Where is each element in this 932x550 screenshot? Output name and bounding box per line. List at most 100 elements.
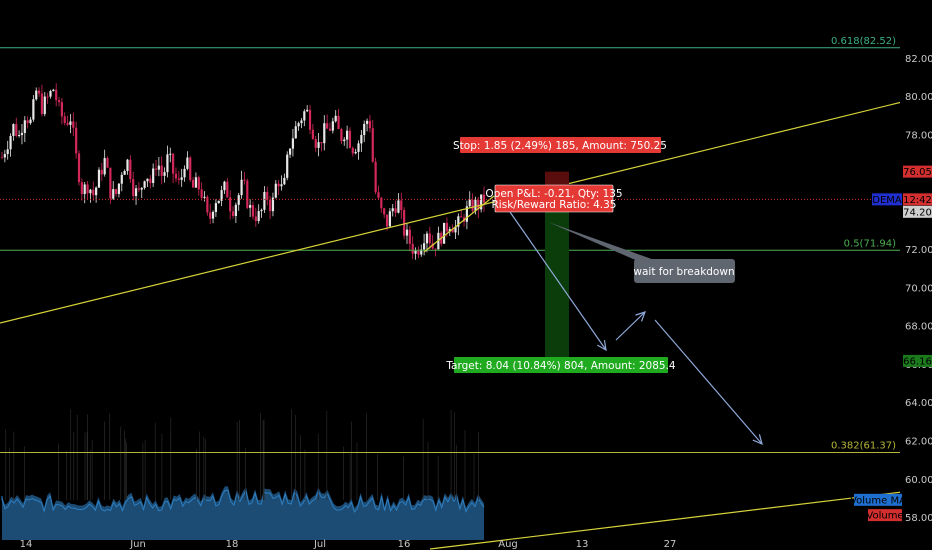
- candle-body: [331, 121, 334, 131]
- candle-body: [26, 120, 29, 124]
- risk-reward-label: Risk/Reward Ratio: 4.35: [492, 199, 617, 211]
- arrow-head: [635, 311, 646, 322]
- candle-body: [35, 90, 38, 100]
- candle-body: [43, 96, 46, 115]
- fib-level-label: 0.382(61.37): [831, 441, 896, 452]
- candle-body: [137, 188, 140, 190]
- price-marker-tag: [872, 193, 902, 206]
- candle-body: [405, 229, 409, 236]
- candle-body: [120, 174, 123, 184]
- candle-body: [66, 122, 69, 125]
- long-position-tool[interactable]: Stop: 1.85 (2.49%) 185, Amount: 750.25 Op…: [0, 137, 900, 373]
- candle-body: [448, 229, 451, 232]
- price-marker-label: DEMA: [872, 195, 902, 206]
- candle-body: [445, 222, 449, 232]
- candle-body: [354, 151, 357, 154]
- candle-body: [377, 192, 380, 198]
- candle-body: [72, 121, 75, 128]
- candle-body: [320, 142, 323, 144]
- candle-body: [157, 165, 160, 170]
- price-axis[interactable]: 82.0080.0078.0076.0074.0072.0070.0068.00…: [900, 0, 932, 550]
- candle-body: [257, 211, 260, 221]
- trend-line-main: [0, 101, 903, 324]
- candle-body: [55, 89, 58, 101]
- candle-body: [243, 179, 246, 181]
- target-label: Target: 8.04 (10.84%) 804, Amount: 2085.…: [445, 360, 676, 372]
- candle-body: [126, 159, 129, 171]
- arrow-line: [509, 211, 607, 351]
- candle-body: [20, 132, 24, 136]
- candle-body: [425, 233, 429, 244]
- candle-body: [95, 187, 98, 196]
- candle-body: [123, 170, 126, 175]
- candle-body: [6, 149, 9, 155]
- candle-body: [394, 208, 397, 213]
- candle-body: [291, 138, 295, 149]
- candle-body: [89, 189, 92, 194]
- price-tick-label: 72.00: [905, 245, 932, 256]
- candle-body: [337, 115, 340, 129]
- price-marker-label: Volume: [866, 511, 903, 522]
- time-tick-label: 27: [664, 539, 677, 550]
- candle-body: [223, 181, 226, 191]
- candle-body: [328, 128, 332, 131]
- candle-body: [220, 190, 223, 201]
- candle-body: [174, 173, 178, 179]
- time-tick-label: 13: [576, 539, 589, 550]
- candle-body: [323, 123, 326, 144]
- candle-body: [457, 216, 460, 227]
- candle-body: [114, 189, 118, 194]
- arrow-line: [654, 319, 763, 445]
- candle-body: [9, 135, 12, 150]
- candle-body: [146, 178, 149, 182]
- candle-body: [189, 157, 192, 181]
- price-tick-label: 58.00: [905, 513, 932, 524]
- candle-body: [75, 127, 78, 154]
- candle-body: [420, 249, 423, 255]
- candle-body: [177, 178, 180, 180]
- candle-body: [346, 130, 349, 140]
- candle-body: [388, 211, 391, 227]
- candle-body: [92, 189, 95, 196]
- candle-body: [480, 194, 483, 210]
- candle-body: [431, 243, 434, 249]
- candle-body: [229, 197, 232, 212]
- candle-body: [465, 206, 468, 222]
- candle-body: [268, 199, 272, 212]
- candle-body: [340, 128, 343, 142]
- candle-body: [423, 243, 426, 250]
- price-tick-label: 70.00: [905, 283, 932, 294]
- candle-body: [209, 212, 212, 219]
- candle-body: [57, 100, 61, 103]
- time-axis[interactable]: 14 Jun 18 Jul 16 Aug 13 27: [20, 539, 677, 550]
- candle-body: [474, 199, 477, 211]
- candle-body: [32, 99, 35, 120]
- candle-body: [408, 229, 411, 244]
- candle-body: [434, 248, 437, 250]
- candle-body: [357, 143, 360, 152]
- candle-body: [380, 197, 383, 209]
- candle-body: [183, 168, 186, 178]
- candle-body: [442, 222, 446, 244]
- projection-arrows: [509, 211, 763, 446]
- candle-body: [294, 126, 297, 139]
- candle-body: [383, 208, 386, 215]
- time-tick-label: 18: [226, 539, 239, 550]
- candle-body: [109, 167, 112, 199]
- time-tick-label: 16: [398, 539, 411, 550]
- candle-body: [18, 135, 21, 137]
- price-marker-tag: [903, 193, 932, 206]
- candle-body: [360, 134, 363, 144]
- price-marker-tag: [903, 354, 932, 367]
- candle-body: [112, 189, 115, 199]
- candle-body: [29, 119, 32, 124]
- price-tick-label: 82.00: [905, 54, 932, 65]
- candle-body: [237, 195, 240, 205]
- candle-body: [368, 120, 372, 129]
- time-tick-label: 14: [20, 539, 33, 550]
- price-marker-label: 66.16: [903, 356, 932, 367]
- candle-body: [343, 139, 346, 142]
- candle-body: [211, 211, 215, 219]
- trend-line-lower: [429, 491, 903, 550]
